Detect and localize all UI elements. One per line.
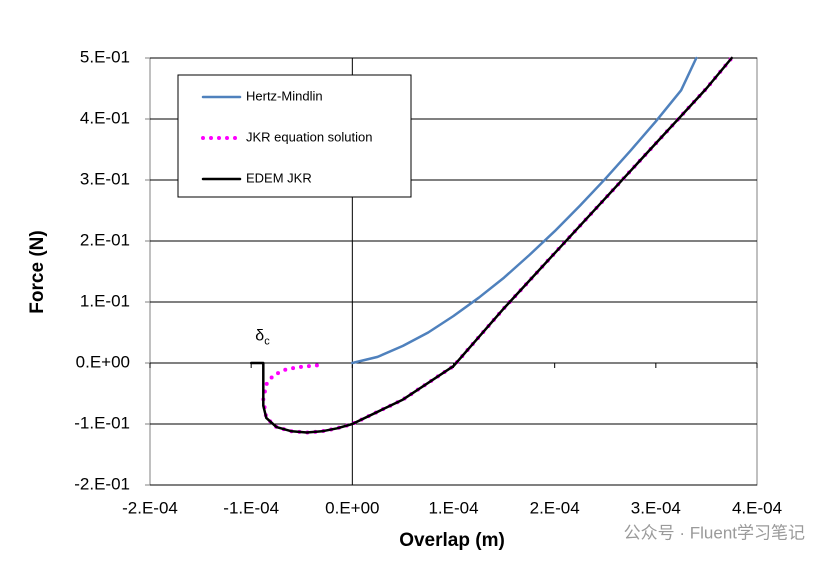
y-tick-label: -1.E-01: [74, 413, 130, 432]
y-tick-label: 4.E-01: [80, 108, 130, 127]
legend-label: JKR equation solution: [246, 129, 372, 144]
y-tick-label: 1.E-01: [80, 291, 130, 310]
y-tick-label: 3.E-01: [80, 169, 130, 188]
y-axis-title: Force (N): [27, 230, 48, 313]
x-tick-label: -2.E-04: [122, 498, 178, 517]
x-tick-label: 0.E+00: [325, 498, 379, 517]
annotation-sub: c: [264, 335, 270, 347]
annotation: δc: [255, 328, 270, 348]
y-tick-label: 0.E+00: [76, 352, 130, 371]
x-tick-label: -1.E-04: [223, 498, 279, 517]
y-tick-label: 2.E-01: [80, 230, 130, 249]
series-line: [249, 56, 733, 434]
legend-label: EDEM JKR: [246, 170, 312, 185]
y-tick-label: 5.E-01: [80, 47, 130, 66]
x-tick-label: 3.E-04: [631, 498, 681, 517]
x-tick-label: 1.E-04: [428, 498, 478, 517]
series-line: [351, 56, 698, 365]
watermark: 公众号 · Fluent学习笔记: [624, 523, 805, 542]
annotation-text: δ: [255, 328, 264, 345]
x-axis-title: Overlap (m): [399, 530, 505, 551]
x-tick-label: 4.E-04: [732, 498, 782, 517]
y-tick-label: -2.E-01: [74, 474, 130, 493]
legend-label: Hertz-Mindlin: [246, 88, 323, 103]
legend-box: [177, 74, 412, 198]
x-tick-label: 2.E-04: [530, 498, 580, 517]
